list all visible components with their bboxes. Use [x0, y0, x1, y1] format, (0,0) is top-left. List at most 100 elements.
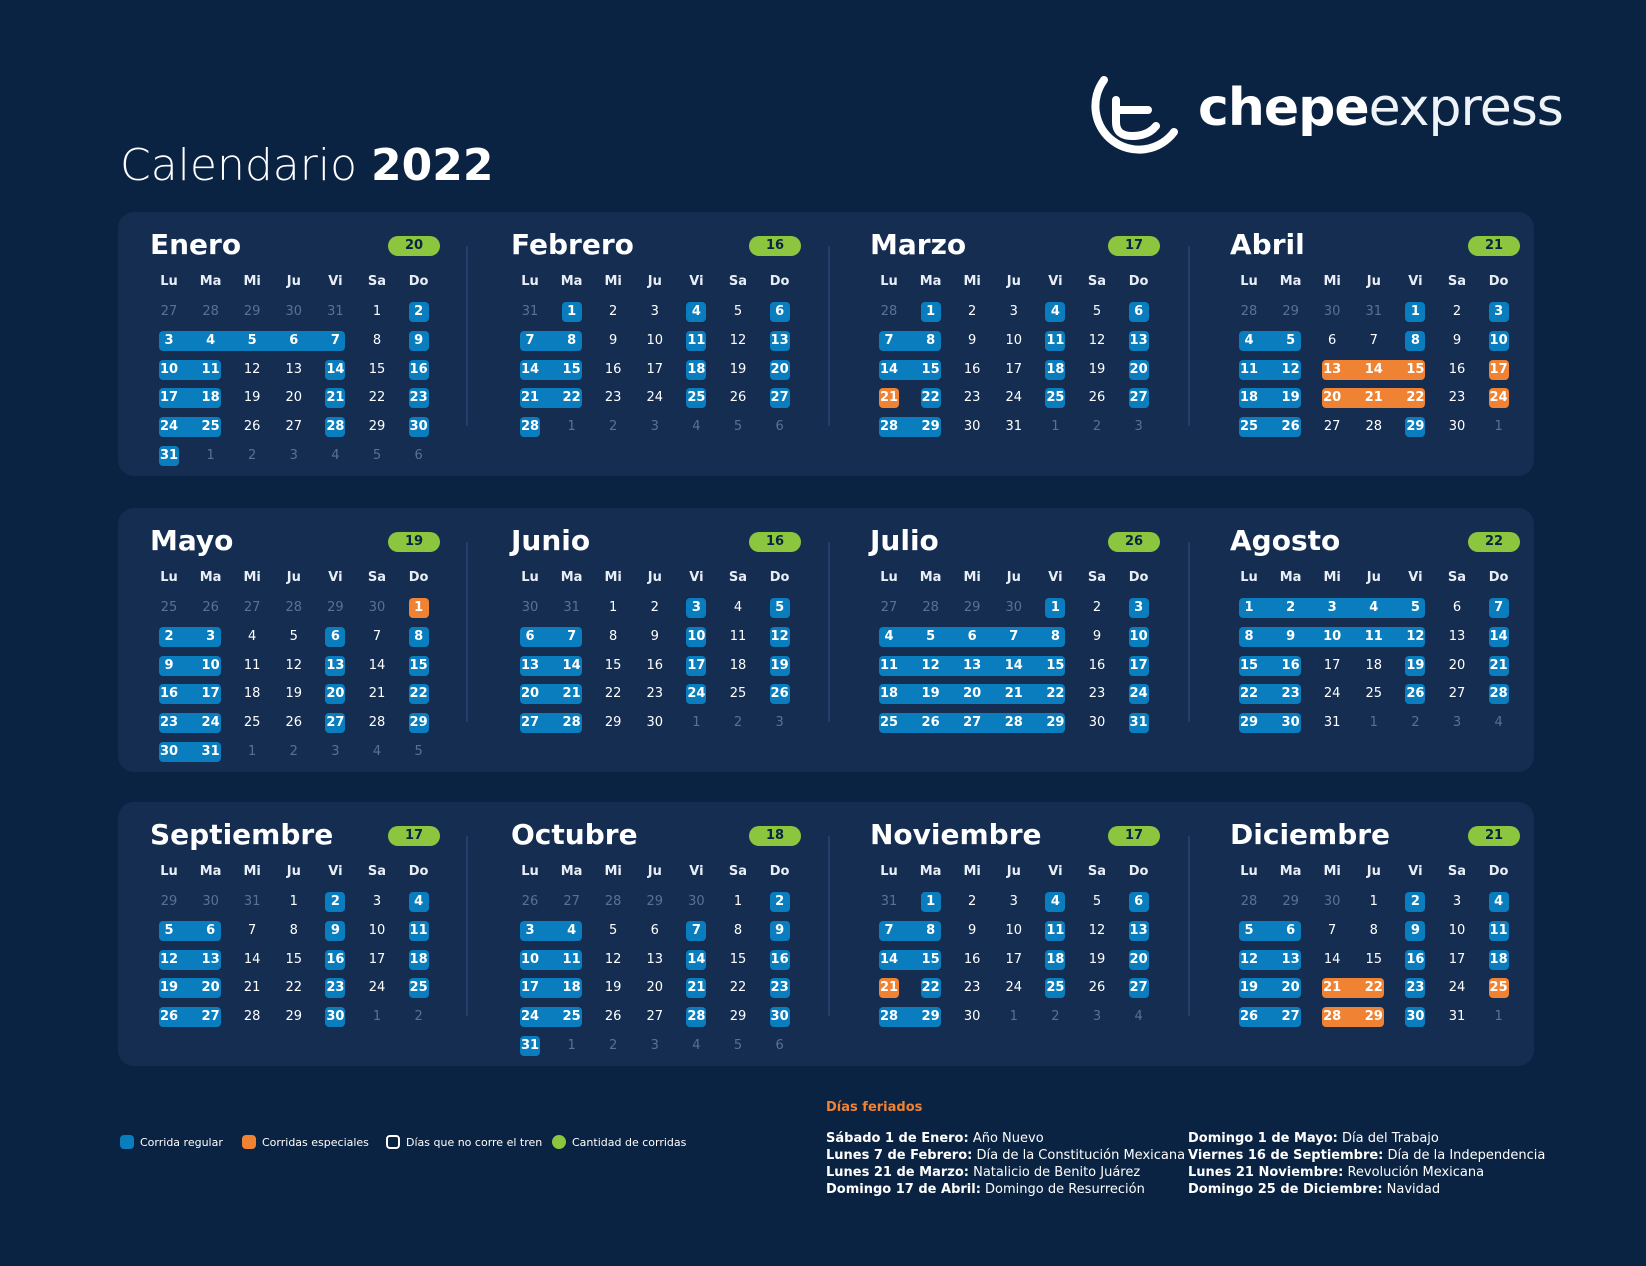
day-cell: 4: [414, 894, 424, 909]
day-cell: 29: [729, 1009, 747, 1025]
month-header: Septiembre 17: [150, 818, 440, 858]
day-cell: 15: [1406, 361, 1425, 377]
day-cell: 5: [775, 600, 785, 615]
day-cell: 9: [1092, 628, 1102, 644]
weekday-header: Do: [1488, 274, 1509, 289]
weekday-header: Lu: [1240, 274, 1258, 289]
brand-wordmark: chepeexpress: [1198, 72, 1564, 144]
weekday-header: Do: [1128, 864, 1149, 879]
regular-run-highlight: [159, 626, 221, 647]
day-cell: 28: [1365, 419, 1383, 435]
month-name: Marzo: [870, 228, 967, 261]
day-cell: 10: [1489, 332, 1508, 348]
legend-special: Corridas especiales: [242, 1130, 369, 1154]
day-cell: 25: [243, 715, 261, 731]
day-cell: 11: [1046, 922, 1065, 938]
day-cell: 6: [967, 628, 977, 644]
regular-run-highlight: [769, 598, 790, 618]
day-cell-adjacent: 30: [1323, 894, 1341, 909]
regular-run-highlight: [1239, 655, 1301, 676]
weekday-header: Lu: [1240, 864, 1258, 879]
day-cell-adjacent: 4: [1134, 1009, 1143, 1025]
day-cell-adjacent: 29: [646, 894, 664, 909]
regular-run-highlight: [1239, 684, 1301, 705]
weekday-header: Ju: [1006, 864, 1021, 879]
special-run-highlight: [879, 978, 899, 999]
day-cell: 1: [926, 304, 936, 319]
month-julio: Julio 26 Lu Ma Mi Ju Vi Sa Do 27 28 29 30 1 2 3 4 5 6 7 8 9 10…: [870, 524, 1160, 734]
regular-run-highlight: [879, 417, 941, 438]
run-count-badge: 17: [388, 826, 440, 846]
day-cell: 24: [1323, 686, 1341, 702]
day-cell: 13: [1448, 628, 1466, 644]
day-cell: 20: [646, 980, 664, 996]
day-cell: 30: [326, 1009, 345, 1025]
regular-run-highlight: [1128, 626, 1149, 647]
holiday-item: Viernes 16 de Septiembre: Día de la Inde…: [1188, 1147, 1548, 1164]
day-cell-adjacent: 27: [880, 600, 898, 615]
weekday-header: Lu: [880, 864, 898, 879]
day-cell-adjacent: 29: [160, 894, 178, 909]
day-cell-adjacent: 26: [521, 894, 539, 909]
regular-run-highlight: [1128, 684, 1149, 705]
day-cell: 29: [604, 715, 622, 731]
regular-run-highlight: [1405, 949, 1426, 970]
day-cell: 17: [687, 657, 706, 673]
weekday-header: Sa: [1447, 274, 1467, 289]
day-cell: 21: [687, 980, 706, 996]
day-cell: 13: [1129, 332, 1148, 348]
day-cell: 6: [1452, 600, 1462, 615]
day-cell: 9: [1452, 332, 1462, 348]
regular-run-highlight: [879, 684, 1066, 705]
day-cell: 16: [646, 657, 664, 673]
day-cell-adjacent: 28: [1240, 304, 1258, 319]
day-cell: 17: [201, 686, 220, 702]
day-cell: 17: [1005, 361, 1023, 377]
day-cell: 15: [921, 951, 940, 967]
day-cell: 7: [884, 922, 894, 938]
weekday-header: Lu: [521, 274, 539, 289]
regular-run-highlight: [325, 388, 346, 409]
day-cell: 13: [520, 657, 540, 673]
day-cell: 26: [921, 715, 940, 731]
day-cell-adjacent: 1: [1051, 419, 1060, 435]
day-cell: 18: [1489, 951, 1508, 967]
holiday-date: Lunes 7 de Febrero:: [826, 1148, 973, 1163]
regular-run-highlight: [520, 330, 582, 351]
day-cell: 16: [1406, 951, 1425, 967]
day-cell: 3: [1452, 894, 1462, 909]
regular-run-highlight: [1405, 920, 1426, 941]
day-cell-adjacent: 31: [563, 600, 580, 615]
regular-run-highlight: [408, 713, 429, 734]
day-cell: 4: [206, 332, 216, 348]
day-cell: 31: [1129, 715, 1148, 731]
regular-run-highlight: [1045, 598, 1066, 618]
day-cell: 11: [243, 657, 261, 673]
count-swatch-icon: [552, 1135, 566, 1149]
regular-run-highlight: [520, 1036, 540, 1056]
legend-regular: Corrida regular: [120, 1130, 223, 1154]
day-cell: 6: [525, 628, 535, 644]
weekday-header: Sa: [1087, 570, 1107, 585]
day-cell: 5: [247, 332, 257, 348]
day-cell: 12: [1088, 332, 1106, 348]
regular-run-highlight: [408, 302, 429, 322]
day-cell: 14: [1323, 951, 1341, 967]
day-cell: 25: [1046, 390, 1065, 406]
title-year: 2022: [371, 140, 494, 191]
day-cell: 23: [1448, 390, 1466, 406]
day-cell: 21: [1323, 980, 1342, 996]
day-cell: 16: [1281, 657, 1300, 673]
month-enero: Enero 20 Lu Ma Mi Ju Vi Sa Do 27 28 29 30 31 1 2 3 4 5 6 7 8 9…: [150, 228, 440, 466]
day-cell: 27: [1129, 980, 1148, 996]
regular-run-highlight: [920, 892, 941, 912]
day-cell: 22: [368, 390, 386, 406]
weekday-header: Lu: [160, 864, 178, 879]
regular-run-highlight: [879, 949, 941, 970]
run-count-badge: 17: [1108, 236, 1160, 256]
day-cell: 15: [921, 361, 940, 377]
day-cell: 21: [562, 686, 581, 702]
regular-run-highlight: [879, 920, 941, 941]
weekday-header: Sa: [728, 570, 748, 585]
day-cell-adjacent: 25: [160, 600, 178, 615]
